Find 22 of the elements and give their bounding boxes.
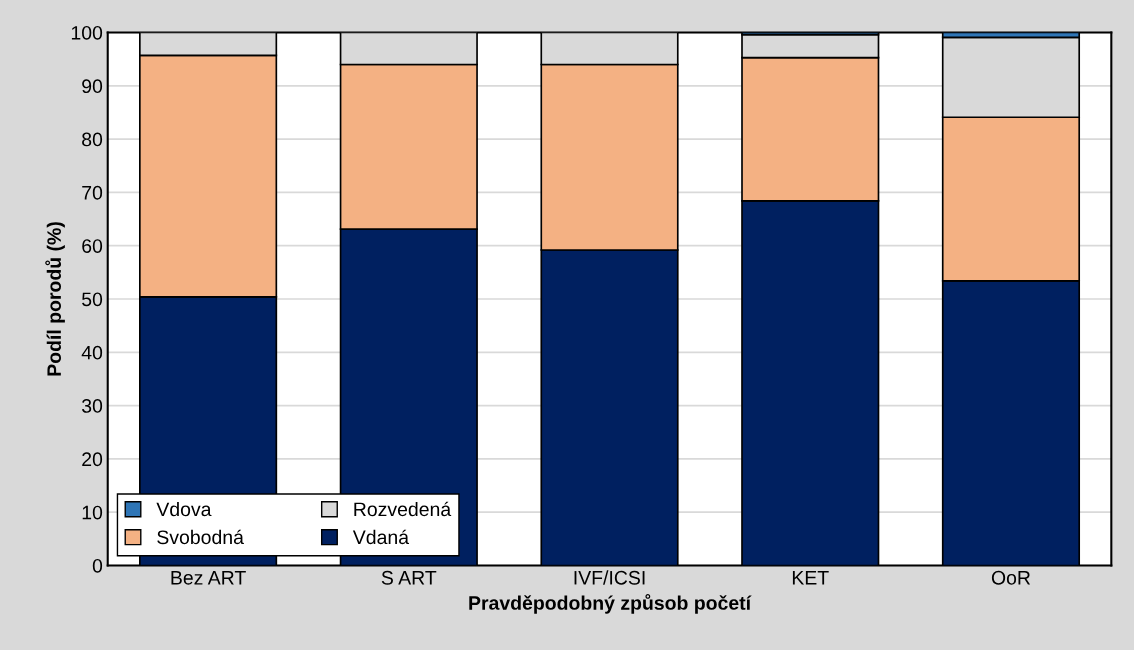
legend-label: Rozvedená [354, 501, 452, 517]
x-tick-label: KET [792, 571, 829, 585]
y-tick-label: 20 [82, 452, 103, 467]
y-tick-label: 0 [92, 558, 103, 573]
y-tick-label: 100 [71, 25, 103, 40]
legend-label: Vdaná [352, 529, 410, 545]
x-tick-label: S ART [381, 570, 437, 585]
y-tick-label: 90 [82, 79, 103, 94]
y-tick-label: 30 [81, 399, 103, 413]
x-tick-label: Bez ART [171, 571, 246, 585]
legend-label: Vdova [156, 501, 212, 517]
y-tick-label: 80 [82, 132, 103, 147]
x-tick-label: OoR [991, 570, 1031, 585]
y-tick-label: 10 [82, 505, 103, 520]
x-axis-title: Pravděpodobný způsob početí [469, 594, 752, 614]
y-axis-title: Podíl porodů (%) [45, 222, 65, 376]
x-tick-label: IVF/ICSI [574, 570, 645, 585]
y-tick-label: 50 [82, 292, 103, 307]
y-tick-label: 60 [82, 239, 103, 253]
y-tick-label: 40 [81, 345, 103, 360]
y-tick-label: 70 [82, 185, 103, 200]
legend-label: Svobodná [157, 529, 244, 545]
